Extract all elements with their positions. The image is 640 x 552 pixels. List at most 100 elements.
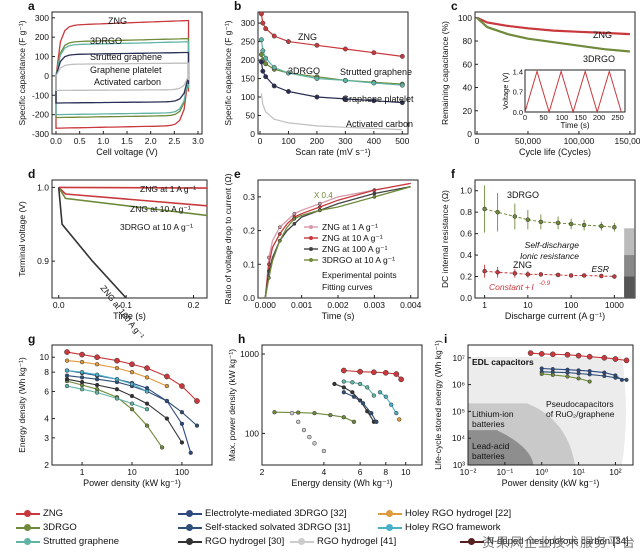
axes-frame (261, 344, 423, 466)
region-label: of RuO₂/graphene (546, 409, 615, 419)
experimental-point (317, 208, 322, 213)
panel-e: e 0.000 0.001 0.002 0.003 0.004 0.3 0.2 0.1 0.0 Ti… (223, 167, 422, 321)
experimental-point (277, 225, 282, 230)
life-point (612, 356, 619, 362)
curve-label: Strutted graphene (90, 52, 162, 62)
rate-line (260, 93, 403, 131)
panel-h: h 2 4 6 8 10 1000 100 Energy density (Wh kg⁻¹) Ma… (227, 332, 423, 488)
y-tick-label: 20 (463, 106, 473, 116)
resistance-point (581, 273, 587, 278)
legend-swatch (290, 537, 314, 547)
y-tick-label: 1.0 (37, 182, 49, 192)
region-label: batteries (472, 451, 505, 461)
panel-a: a 0.0 0.5 1.0 1.5 2.0 2.5 3.0 300 200 100 0 -100 -200… (17, 0, 204, 157)
power-point (371, 369, 377, 376)
y-tick-label: 300 (35, 13, 49, 23)
y-tick-label: 10⁴ (452, 433, 465, 443)
power-point (341, 385, 346, 390)
x-tick-label: 0.003 (364, 300, 386, 310)
rate-point (342, 46, 348, 52)
ragone-point (179, 410, 185, 415)
legend-swatch-dot (386, 523, 393, 531)
x-tick-label: 2 (260, 467, 265, 477)
x-tick-label: 300 (338, 136, 352, 146)
rate-point (271, 65, 277, 70)
curve-label: Activated carbon (346, 119, 413, 129)
rate-point (286, 89, 291, 94)
y-tick-label: 0.4 (460, 250, 472, 260)
y-tick-label: 0.0 (243, 293, 255, 303)
legend-marker (309, 236, 313, 240)
power-point (357, 381, 363, 387)
life-point (613, 375, 618, 380)
x-tick-label: 10¹ (572, 467, 584, 477)
ragone-point (64, 377, 70, 382)
legend-item: Self-stacked solvated 3DRGO [31] (178, 522, 350, 533)
rate-point (371, 50, 377, 56)
inset-y-tick: 1.4 (513, 67, 523, 76)
y-tick-label: 0.9 (37, 256, 49, 266)
experimental-point (267, 275, 271, 280)
resistance-point (599, 223, 604, 229)
life-point (587, 372, 592, 377)
inset-y-tick: 0.7 (513, 88, 523, 97)
life-point (575, 352, 582, 359)
ragone-point (64, 368, 70, 373)
panel-b: b0 100 200 300 400 500300250200150100500Scan … (223, 0, 414, 157)
x-axis-label: Time (s) (322, 311, 355, 321)
life-point (587, 379, 592, 384)
power-point (398, 376, 404, 383)
life-point (539, 371, 544, 376)
x-tick-label: 100 (564, 300, 578, 310)
voltage-line (57, 187, 127, 299)
y-tick-label: -200 (32, 110, 49, 120)
curve-label: ZNG (108, 16, 127, 26)
figure-canvas: a0.0 0.5 1.0 1.5 2.0 2.5 3.03002001000-100-200… (17, 0, 640, 488)
x-tick-label: 400 (367, 136, 381, 146)
ragone-point (144, 423, 150, 428)
power-point (377, 390, 383, 395)
power-point (397, 417, 402, 422)
inset-y-tick: 0.0 (513, 108, 523, 117)
panel-letter: e (234, 167, 241, 181)
life-point (587, 369, 592, 374)
life-point (586, 353, 593, 360)
x-tick-label: 0.0 (50, 136, 62, 146)
ragone-point (129, 407, 135, 412)
x-axis-label: Discharge current (A g⁻¹) (505, 311, 605, 321)
rate-point (263, 55, 269, 61)
legend-item: RGO hydrogel [41] (290, 536, 396, 547)
ragone-point (94, 390, 100, 395)
legend-label: ZNG at 100 A g⁻¹ (322, 244, 388, 254)
panel-letter: b (234, 0, 241, 13)
voltage-line (58, 186, 208, 217)
bar-label: ESR (592, 264, 609, 274)
y-tick-label: 10⁵ (452, 406, 465, 416)
y-tick-label: 0 (467, 129, 472, 139)
x-axis-label: Scan rate (mV s⁻¹) (295, 147, 370, 157)
legend-swatch (378, 509, 402, 519)
x-tick-label: 10 (401, 467, 411, 477)
legend-marker (309, 247, 313, 251)
axes-frame (474, 179, 636, 299)
rate-point (263, 61, 269, 67)
x-tick-label: 3.0 (192, 136, 204, 146)
rate-point (371, 80, 377, 86)
rate-point (314, 42, 320, 48)
curve-label: ZNG at 10 A g⁻¹ (130, 204, 191, 214)
x-tick-label: 0.0 (53, 300, 65, 310)
ragone-point (64, 349, 70, 355)
ragone-point (94, 372, 100, 377)
x-axis-label: Time (s) (113, 311, 146, 321)
resistance-point (581, 222, 587, 228)
legend-swatch-dot (468, 537, 475, 545)
power-point (351, 419, 357, 424)
x-tick-label: 10⁻² (460, 467, 477, 477)
y-tick-label: -100 (32, 90, 49, 100)
y-tick-label: 0 (44, 71, 49, 81)
x-tick-label: 4 (322, 467, 327, 477)
legend-swatch-dot (24, 523, 31, 531)
ragone-line (66, 385, 148, 410)
inset-x-tick: 100 (556, 113, 569, 122)
legend-item: RGO hydrogel [30] (178, 536, 284, 547)
